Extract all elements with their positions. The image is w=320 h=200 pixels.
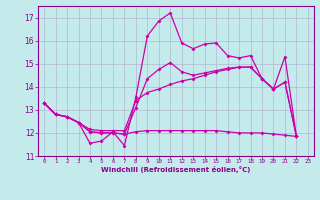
X-axis label: Windchill (Refroidissement éolien,°C): Windchill (Refroidissement éolien,°C): [101, 166, 251, 173]
